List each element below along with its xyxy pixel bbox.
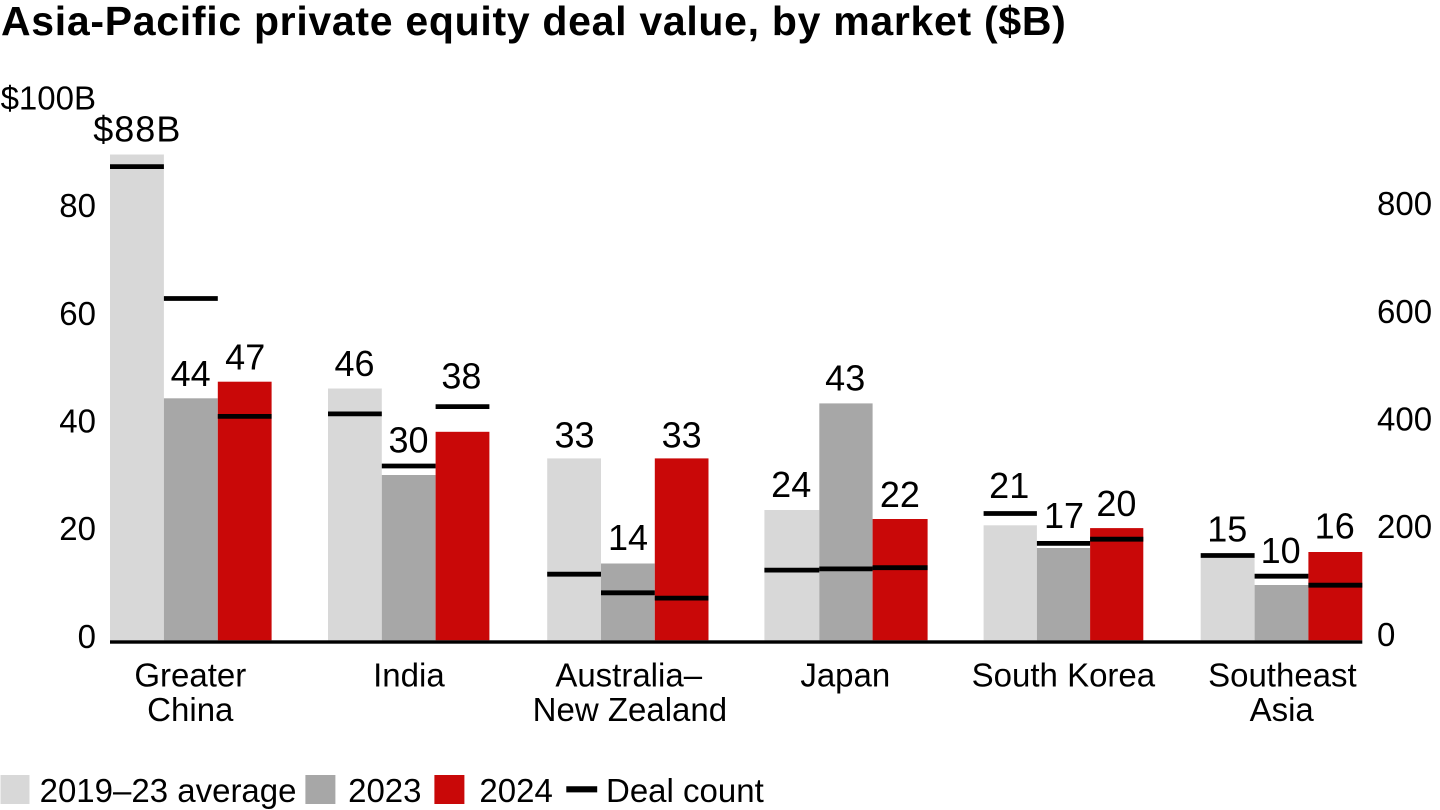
svg-text:10: 10 bbox=[1261, 530, 1301, 571]
svg-text:2019–23 average: 2019–23 average bbox=[40, 772, 297, 809]
svg-text:Asia-Pacific private equity de: Asia-Pacific private equity deal value, … bbox=[1, 0, 1066, 44]
svg-text:2024: 2024 bbox=[479, 772, 552, 809]
svg-text:China: China bbox=[147, 691, 234, 728]
svg-text:Greater: Greater bbox=[134, 656, 246, 693]
svg-text:Australia–: Australia– bbox=[555, 656, 702, 693]
svg-text:16: 16 bbox=[1315, 506, 1355, 547]
svg-text:$100B: $100B bbox=[1, 80, 96, 117]
svg-text:38: 38 bbox=[441, 356, 481, 397]
svg-text:80: 80 bbox=[59, 187, 96, 224]
svg-text:14: 14 bbox=[608, 517, 648, 558]
svg-text:India: India bbox=[373, 656, 445, 693]
svg-text:15: 15 bbox=[1207, 509, 1247, 550]
svg-text:17: 17 bbox=[1044, 495, 1084, 536]
svg-text:46: 46 bbox=[334, 343, 374, 384]
svg-text:33: 33 bbox=[554, 415, 594, 456]
svg-text:800: 800 bbox=[1377, 185, 1432, 222]
svg-text:Deal count: Deal count bbox=[606, 772, 764, 809]
svg-text:200: 200 bbox=[1377, 508, 1432, 545]
svg-text:40: 40 bbox=[59, 403, 96, 440]
svg-text:Asia: Asia bbox=[1250, 691, 1315, 728]
svg-text:600: 600 bbox=[1377, 293, 1432, 330]
svg-text:21: 21 bbox=[989, 465, 1029, 506]
svg-text:0: 0 bbox=[1377, 616, 1395, 653]
svg-text:60: 60 bbox=[59, 295, 96, 332]
svg-text:43: 43 bbox=[825, 357, 865, 398]
svg-text:44: 44 bbox=[171, 353, 211, 394]
svg-text:24: 24 bbox=[771, 464, 811, 505]
svg-text:20: 20 bbox=[1096, 483, 1136, 524]
svg-text:New Zealand: New Zealand bbox=[533, 691, 727, 728]
svg-text:0: 0 bbox=[78, 618, 96, 655]
svg-text:2023: 2023 bbox=[348, 772, 421, 809]
svg-text:47: 47 bbox=[225, 337, 265, 378]
svg-text:Southeast: Southeast bbox=[1208, 656, 1357, 693]
svg-text:Japan: Japan bbox=[800, 656, 890, 693]
svg-text:30: 30 bbox=[388, 419, 428, 460]
svg-text:$88B: $88B bbox=[93, 109, 181, 150]
svg-text:South Korea: South Korea bbox=[972, 656, 1156, 693]
svg-text:400: 400 bbox=[1377, 401, 1432, 438]
svg-text:20: 20 bbox=[59, 510, 96, 547]
svg-text:33: 33 bbox=[662, 415, 702, 456]
svg-text:22: 22 bbox=[880, 474, 920, 515]
